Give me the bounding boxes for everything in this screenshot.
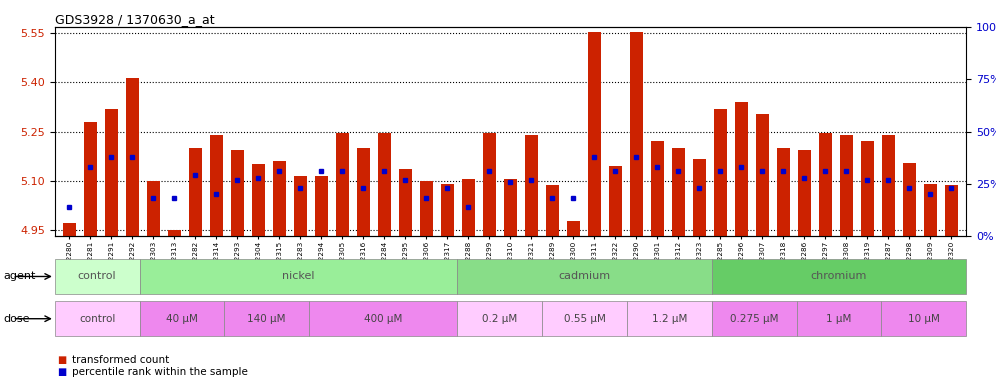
Bar xyxy=(819,133,833,236)
Bar xyxy=(315,175,329,236)
Bar xyxy=(525,135,538,236)
Bar xyxy=(735,102,748,236)
Text: dose: dose xyxy=(3,314,30,324)
Bar xyxy=(712,301,797,336)
Bar xyxy=(713,109,727,236)
Text: 0.55 μM: 0.55 μM xyxy=(564,314,606,324)
Bar xyxy=(252,164,265,236)
Text: cadmium: cadmium xyxy=(559,271,611,281)
Bar xyxy=(712,259,966,294)
Bar xyxy=(231,149,244,236)
Text: 140 μM: 140 μM xyxy=(247,314,286,324)
Bar xyxy=(224,301,309,336)
Text: ■: ■ xyxy=(57,355,66,365)
Bar xyxy=(273,161,286,236)
Bar xyxy=(105,109,119,236)
Text: chromium: chromium xyxy=(811,271,868,281)
Bar xyxy=(398,169,412,236)
Text: ■: ■ xyxy=(57,367,66,377)
Bar xyxy=(357,148,371,236)
Bar xyxy=(84,122,98,236)
Bar xyxy=(546,185,560,236)
Bar xyxy=(457,301,542,336)
Text: 0.275 μM: 0.275 μM xyxy=(730,314,779,324)
Text: 40 μM: 40 μM xyxy=(166,314,198,324)
Text: agent: agent xyxy=(3,271,36,281)
Text: 10 μM: 10 μM xyxy=(907,314,939,324)
Bar xyxy=(63,223,77,236)
Text: 0.2 μM: 0.2 μM xyxy=(482,314,518,324)
Bar xyxy=(146,180,160,236)
Bar xyxy=(798,149,812,236)
Bar xyxy=(944,185,958,236)
Bar xyxy=(139,259,457,294)
Bar xyxy=(902,162,916,236)
Bar xyxy=(692,159,706,236)
Bar xyxy=(650,141,664,236)
Bar xyxy=(377,133,391,236)
Text: 400 μM: 400 μM xyxy=(365,314,402,324)
Text: GDS3928 / 1370630_a_at: GDS3928 / 1370630_a_at xyxy=(55,13,214,26)
Bar xyxy=(457,259,712,294)
Text: transformed count: transformed count xyxy=(72,355,169,365)
Bar xyxy=(440,184,454,236)
Bar xyxy=(294,175,308,236)
Bar xyxy=(840,135,854,236)
Bar xyxy=(756,114,769,236)
Bar xyxy=(629,32,643,236)
Text: control: control xyxy=(79,314,116,324)
Text: control: control xyxy=(78,271,117,281)
Bar xyxy=(923,184,937,236)
Bar xyxy=(309,301,457,336)
Bar xyxy=(139,301,224,336)
Text: percentile rank within the sample: percentile rank within the sample xyxy=(72,367,248,377)
Bar xyxy=(609,166,622,236)
Bar xyxy=(55,301,139,336)
Bar xyxy=(567,222,581,236)
Bar xyxy=(483,133,496,236)
Bar xyxy=(188,148,202,236)
Bar xyxy=(671,148,685,236)
Bar xyxy=(627,301,712,336)
Bar xyxy=(797,301,881,336)
Bar xyxy=(125,78,139,236)
Bar xyxy=(461,179,475,236)
Text: 1 μM: 1 μM xyxy=(827,314,852,324)
Bar xyxy=(777,148,790,236)
Text: nickel: nickel xyxy=(282,271,315,281)
Bar xyxy=(167,230,181,236)
Text: 1.2 μM: 1.2 μM xyxy=(651,314,687,324)
Bar xyxy=(861,141,874,236)
Bar xyxy=(881,135,895,236)
Bar xyxy=(419,180,433,236)
Bar xyxy=(542,301,627,336)
Bar xyxy=(504,179,517,236)
Bar xyxy=(336,133,350,236)
Bar xyxy=(55,259,139,294)
Bar xyxy=(588,32,602,236)
Bar xyxy=(209,135,223,236)
Bar xyxy=(881,301,966,336)
